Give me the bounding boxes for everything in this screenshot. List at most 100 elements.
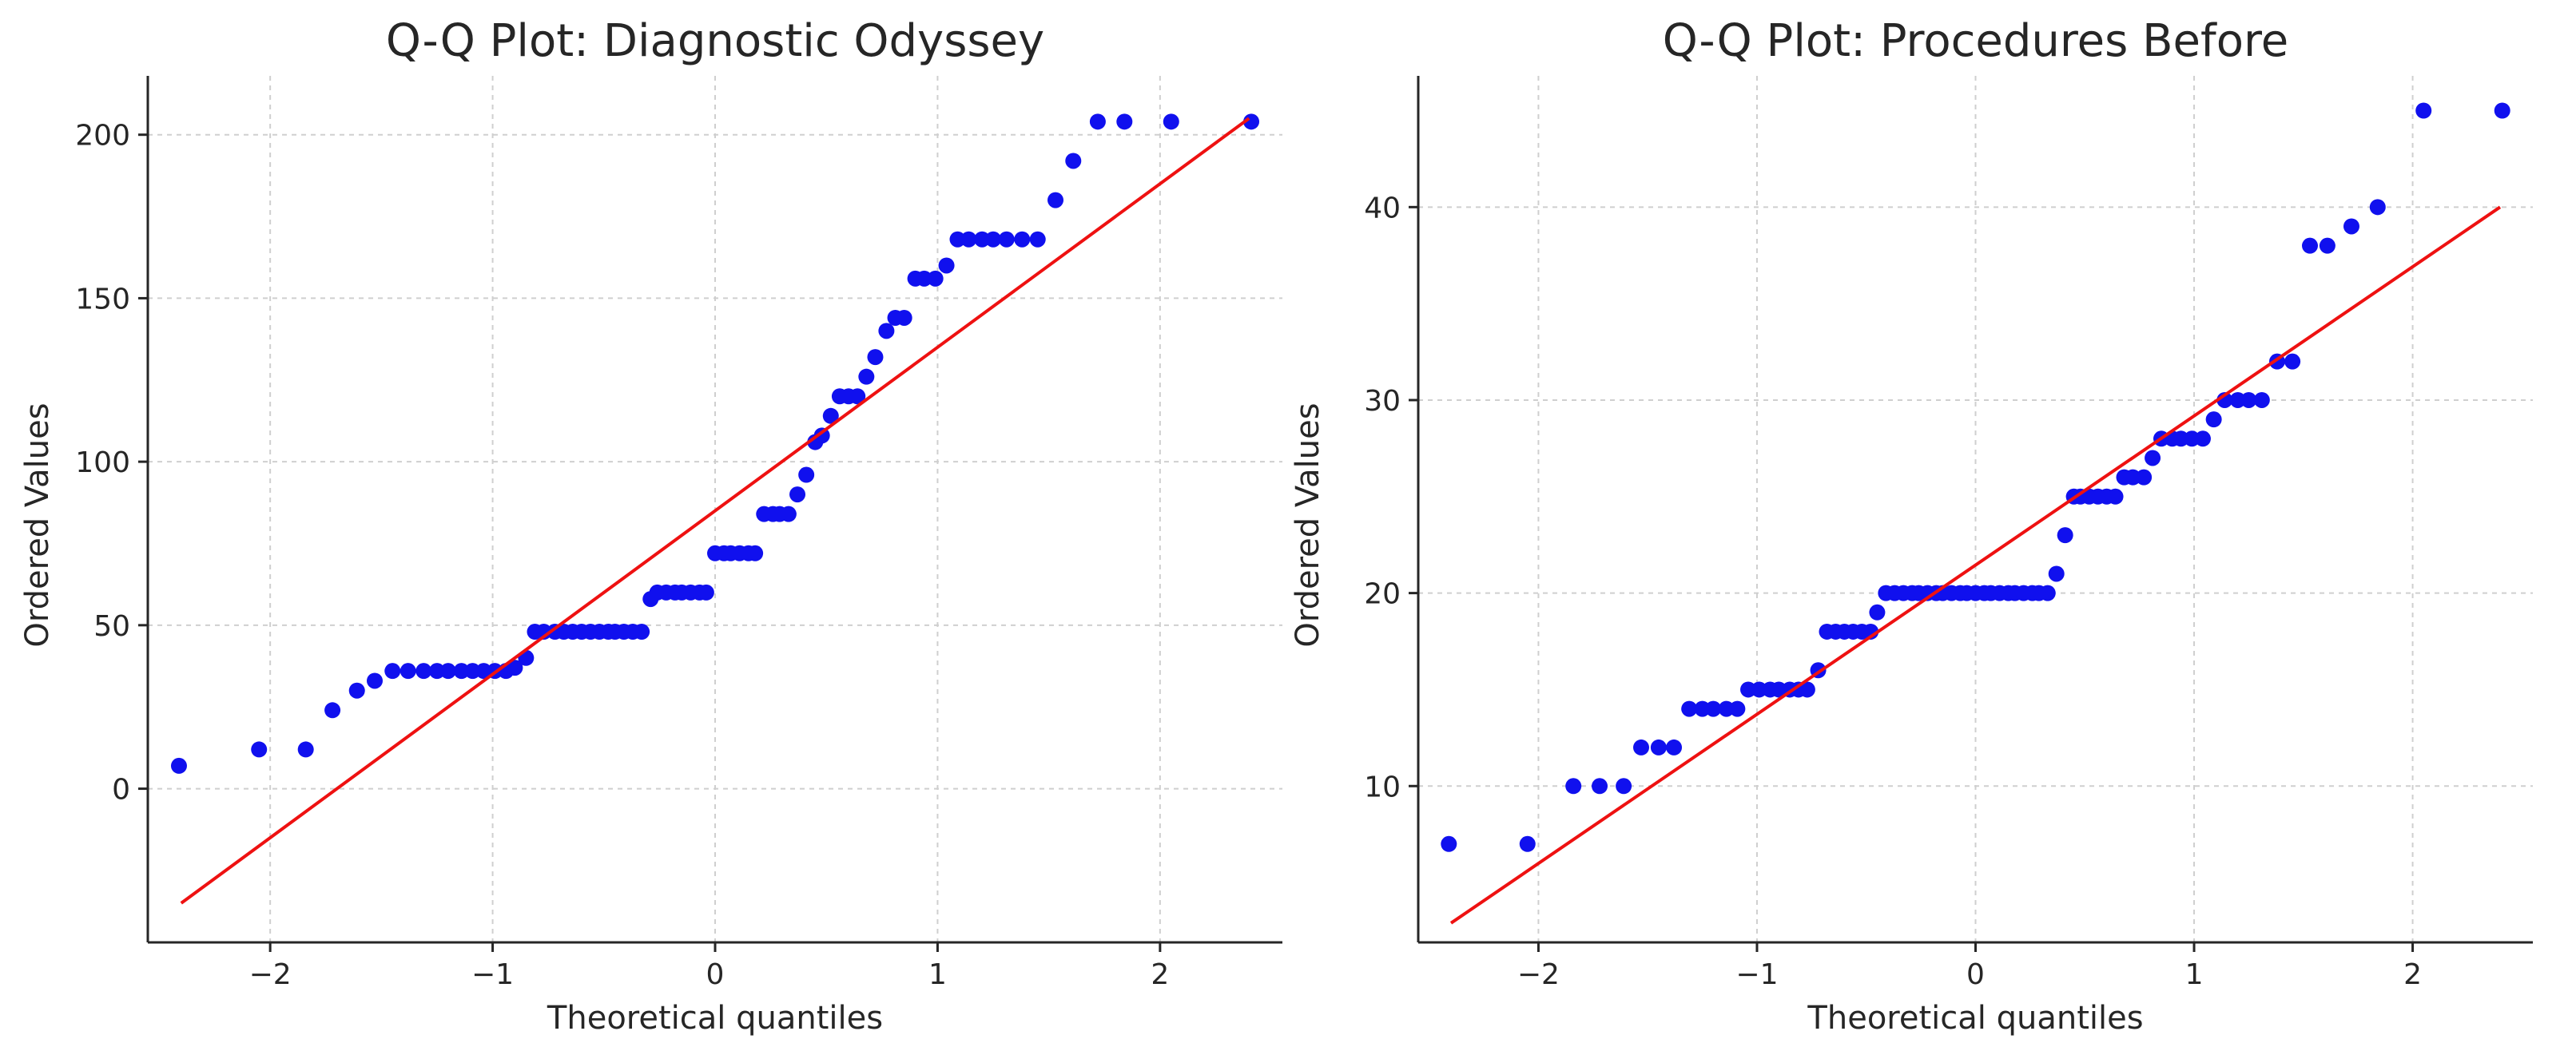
data-point <box>2145 450 2161 466</box>
x-tick-label: 1 <box>2185 958 2204 991</box>
data-point <box>1633 739 1649 756</box>
data-point <box>1729 700 1746 717</box>
data-point <box>1616 778 1632 795</box>
data-point <box>789 486 806 503</box>
data-point <box>2194 430 2211 447</box>
fit-line <box>1449 205 2502 925</box>
data-point <box>453 663 470 680</box>
data-point <box>439 663 456 680</box>
data-point <box>2319 237 2335 254</box>
y-tick-label: 30 <box>1364 385 1401 418</box>
data-point <box>1799 681 1815 698</box>
data-point <box>949 231 966 248</box>
data-point <box>822 407 839 424</box>
data-point <box>428 663 445 680</box>
data-point <box>1047 192 1063 208</box>
chart-title: Q-Q Plot: Diagnostic Odyssey <box>386 15 1044 67</box>
data-point <box>2184 430 2200 447</box>
y-tick-label: 200 <box>75 120 130 153</box>
data-point <box>1519 835 1536 852</box>
data-point <box>507 660 523 676</box>
data-point <box>1705 700 1722 717</box>
x-tick-label: −1 <box>471 958 514 991</box>
data-point <box>985 231 1002 248</box>
data-point <box>867 349 884 366</box>
y-axis-label: Ordered Values <box>1290 403 1326 647</box>
data-point <box>1718 700 1735 717</box>
data-point <box>2343 218 2359 235</box>
data-point <box>858 368 875 385</box>
data-point <box>1666 739 1683 756</box>
y-axis-label: Ordered Values <box>19 403 56 647</box>
data-point <box>2173 430 2189 447</box>
y-tick-label: 100 <box>75 446 130 479</box>
data-point <box>1565 778 1582 795</box>
y-tick-label: 50 <box>93 610 130 643</box>
data-point <box>464 663 481 680</box>
data-point <box>2057 527 2073 544</box>
data-point <box>297 741 314 758</box>
data-point <box>938 257 955 274</box>
data-point <box>813 427 830 444</box>
y-tick-label: 0 <box>112 774 130 807</box>
data-point <box>747 545 764 561</box>
x-tick-label: −2 <box>249 958 292 991</box>
data-point <box>878 323 895 339</box>
x-tick-label: 0 <box>706 958 725 991</box>
data-point <box>251 741 268 758</box>
data-point <box>475 663 492 680</box>
data-point <box>780 506 797 522</box>
x-tick-label: 0 <box>1966 958 1985 991</box>
data-point <box>324 702 341 719</box>
data-point <box>2494 102 2510 119</box>
data-point <box>634 624 650 640</box>
data-point <box>1740 681 1757 698</box>
x-tick-label: 2 <box>2403 958 2422 991</box>
data-point <box>1029 231 1046 248</box>
data-point <box>927 270 944 287</box>
data-point <box>535 624 552 640</box>
x-tick-label: 1 <box>928 958 947 991</box>
data-point <box>2284 353 2301 370</box>
data-point <box>170 757 187 774</box>
x-axis-label: Theoretical quantiles <box>1807 1000 2143 1037</box>
data-point <box>798 466 815 483</box>
data-point <box>1243 113 1260 130</box>
x-tick-label: 2 <box>1151 958 1169 991</box>
x-tick-label: −2 <box>1517 958 1560 991</box>
data-point <box>1089 113 1106 130</box>
data-point <box>1751 681 1767 698</box>
data-point <box>1014 231 1031 248</box>
x-tick-label: −1 <box>1735 958 1778 991</box>
data-point <box>2107 488 2124 505</box>
data-point <box>2136 469 2153 486</box>
fit-line <box>180 117 1250 905</box>
data-point <box>849 388 866 405</box>
data-point <box>400 663 416 680</box>
data-point <box>2240 391 2257 408</box>
data-point <box>2048 565 2065 582</box>
y-tick-label: 10 <box>1364 771 1401 803</box>
qq-plot-diagnostic-odyssey: −2 −1 0 1 2 0 50 100 150 200 Q-Q Plot: Diagnostic … <box>19 15 1282 1037</box>
data-point <box>974 231 991 248</box>
data-point <box>1065 153 1082 169</box>
data-point <box>2229 391 2246 408</box>
data-point <box>960 231 977 248</box>
data-point <box>1116 113 1133 130</box>
data-point <box>1592 778 1608 795</box>
y-tick-label: 150 <box>75 283 130 315</box>
data-point <box>1441 835 1457 852</box>
chart-title: Q-Q Plot: Procedures Before <box>1663 15 2288 67</box>
data-point <box>367 672 383 689</box>
data-point <box>415 663 432 680</box>
data-point <box>348 682 365 699</box>
data-point <box>2039 585 2056 601</box>
y-tick-label: 20 <box>1364 578 1401 611</box>
data-point <box>2205 411 2222 428</box>
data-point <box>1163 113 1179 130</box>
y-tick-label: 40 <box>1364 192 1401 224</box>
data-point <box>1650 739 1667 756</box>
data-point <box>2125 469 2141 486</box>
data-point <box>916 270 932 287</box>
